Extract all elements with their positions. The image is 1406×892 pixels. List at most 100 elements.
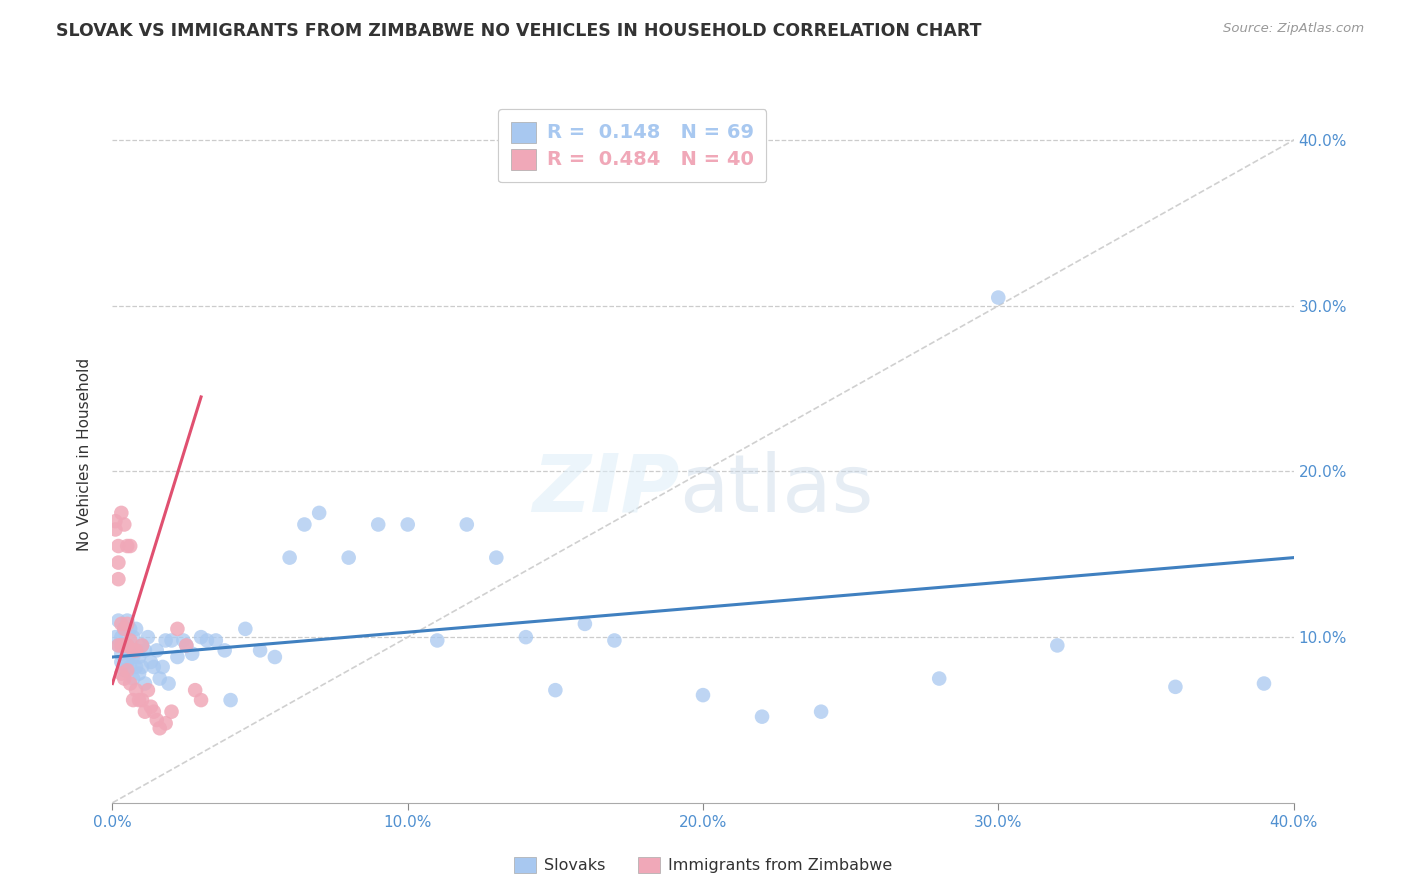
Point xyxy=(181,647,204,661)
Point xyxy=(110,647,132,661)
Point xyxy=(117,639,138,653)
Point xyxy=(112,639,135,653)
Text: SLOVAK VS IMMIGRANTS FROM ZIMBABWE NO VEHICLES IN HOUSEHOLD CORRELATION CHART: SLOVAK VS IMMIGRANTS FROM ZIMBABWE NO VE… xyxy=(56,22,981,40)
Point xyxy=(107,556,129,570)
Point xyxy=(117,663,138,677)
Point xyxy=(160,633,183,648)
Point xyxy=(172,633,194,648)
Point xyxy=(152,660,174,674)
Point xyxy=(157,676,180,690)
Point xyxy=(117,539,138,553)
Point xyxy=(112,622,135,636)
Point xyxy=(810,705,832,719)
Point xyxy=(485,550,508,565)
Point xyxy=(117,616,138,631)
Point xyxy=(149,672,172,686)
Point xyxy=(205,633,228,648)
Point xyxy=(233,622,256,636)
Point xyxy=(603,633,626,648)
Point xyxy=(122,693,145,707)
Point xyxy=(160,705,183,719)
Point xyxy=(195,633,218,648)
Point xyxy=(184,683,207,698)
Point xyxy=(110,666,132,681)
Point xyxy=(396,517,419,532)
Point xyxy=(112,672,135,686)
Point xyxy=(117,639,138,653)
Point xyxy=(426,633,449,648)
Point xyxy=(128,650,150,665)
Point xyxy=(149,721,172,735)
Point xyxy=(120,622,142,636)
Point xyxy=(122,643,145,657)
Point xyxy=(174,639,197,653)
Point xyxy=(574,616,596,631)
Point xyxy=(190,693,212,707)
Point xyxy=(110,630,132,644)
Point xyxy=(112,622,135,636)
Point xyxy=(214,643,236,657)
Point xyxy=(146,643,169,657)
Point xyxy=(120,647,142,661)
Point xyxy=(1046,639,1069,653)
Point xyxy=(125,643,148,657)
Legend: R =  0.148   N = 69, R =  0.484   N = 40: R = 0.148 N = 69, R = 0.484 N = 40 xyxy=(498,109,766,183)
Point xyxy=(337,550,360,565)
Point xyxy=(117,614,138,628)
Point xyxy=(190,630,212,644)
Point xyxy=(120,633,142,648)
Point xyxy=(128,693,150,707)
Point xyxy=(264,650,287,665)
Text: atlas: atlas xyxy=(679,450,873,529)
Point xyxy=(134,705,156,719)
Point xyxy=(1164,680,1187,694)
Point xyxy=(112,663,135,677)
Text: ZIP: ZIP xyxy=(531,450,679,529)
Point xyxy=(104,630,127,644)
Point xyxy=(104,514,127,528)
Point xyxy=(125,683,148,698)
Point xyxy=(128,666,150,681)
Point xyxy=(751,709,773,723)
Text: Source: ZipAtlas.com: Source: ZipAtlas.com xyxy=(1223,22,1364,36)
Point xyxy=(107,639,129,653)
Point xyxy=(120,676,142,690)
Point xyxy=(122,672,145,686)
Point xyxy=(104,523,127,537)
Point xyxy=(112,639,135,653)
Point xyxy=(278,550,301,565)
Point xyxy=(292,517,315,532)
Point xyxy=(146,713,169,727)
Point xyxy=(122,630,145,644)
Point xyxy=(122,650,145,665)
Point xyxy=(456,517,478,532)
Point xyxy=(142,705,165,719)
Point xyxy=(166,650,188,665)
Point xyxy=(110,655,132,669)
Point xyxy=(987,291,1010,305)
Point xyxy=(544,683,567,698)
Point xyxy=(117,655,138,669)
Point xyxy=(136,683,159,698)
Point xyxy=(155,633,177,648)
Point xyxy=(107,639,129,653)
Point xyxy=(120,539,142,553)
Point xyxy=(174,639,197,653)
Point xyxy=(928,672,950,686)
Point xyxy=(134,643,156,657)
Point xyxy=(120,660,142,674)
Point xyxy=(367,517,389,532)
Point xyxy=(110,616,132,631)
Point xyxy=(139,655,162,669)
Point xyxy=(131,660,153,674)
Point xyxy=(125,660,148,674)
Point xyxy=(110,639,132,653)
Point xyxy=(139,699,162,714)
Point xyxy=(166,622,188,636)
Point xyxy=(107,539,129,553)
Point xyxy=(136,630,159,644)
Point xyxy=(249,643,271,657)
Point xyxy=(107,614,129,628)
Point xyxy=(131,639,153,653)
Point xyxy=(131,639,153,653)
